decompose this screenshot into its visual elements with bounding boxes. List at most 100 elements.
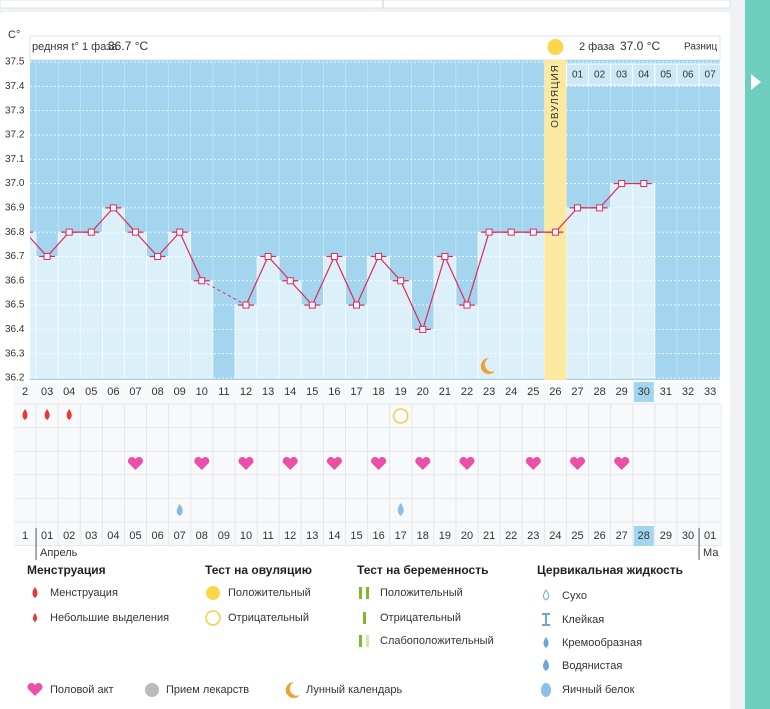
next-arrow[interactable]	[751, 74, 761, 90]
menstruation	[44, 409, 50, 420]
legend-item: Положительный	[228, 587, 311, 599]
date-label: 19	[439, 530, 451, 542]
icon	[359, 587, 362, 599]
day-label: 33	[704, 386, 716, 398]
phase2-day: 06	[682, 70, 694, 81]
point	[441, 252, 449, 260]
y-tick-label: 37.0	[5, 178, 25, 189]
point	[198, 277, 206, 285]
y-tick-label: 36.8	[5, 227, 25, 238]
date-label: 29	[660, 530, 672, 542]
day-label: 2	[22, 386, 28, 398]
intercourse	[194, 456, 210, 470]
header-row	[29, 35, 721, 61]
date-label: 01	[41, 530, 53, 542]
y-tick-label: 36.6	[5, 275, 25, 286]
date-label: 03	[85, 530, 97, 542]
point	[65, 228, 73, 236]
icon	[33, 613, 37, 622]
date-label: 12	[284, 530, 296, 542]
y-tick-label: 37.4	[5, 81, 25, 92]
day-label: 04	[63, 386, 75, 398]
date-label: 24	[549, 530, 561, 542]
phase2-day: 05	[660, 70, 672, 81]
point	[485, 228, 493, 236]
legend-item: Небольшие выделения	[50, 612, 169, 624]
day-label: 32	[682, 386, 694, 398]
difference-label: Разниц	[684, 42, 717, 53]
menstruation	[66, 409, 72, 420]
intercourse	[525, 456, 541, 470]
y-tick-label: 37.5	[5, 57, 25, 68]
point	[419, 325, 427, 333]
date-label: 20	[461, 530, 473, 542]
icon	[32, 587, 38, 598]
point	[574, 204, 581, 212]
legend-title: Тест на овуляцию	[205, 563, 312, 577]
point	[640, 180, 648, 188]
legend-item: Сухо	[562, 590, 587, 602]
side-strip[interactable]	[745, 0, 770, 709]
point	[375, 252, 383, 260]
y-tick-label: 36.7	[5, 251, 25, 262]
intercourse	[127, 456, 144, 470]
point	[242, 301, 250, 309]
point	[618, 180, 626, 188]
point	[463, 301, 471, 309]
legend-item: Отрицательный	[228, 612, 309, 624]
icon	[366, 635, 369, 647]
bar	[234, 304, 258, 379]
point	[507, 228, 515, 236]
marker-grid-lines	[14, 403, 722, 547]
point	[551, 228, 559, 236]
icon	[27, 682, 43, 696]
legend-title: Цервикальная жидкость	[537, 563, 683, 577]
date-label: 06	[151, 530, 163, 542]
day-label: 06	[107, 386, 119, 398]
intercourse	[459, 456, 475, 470]
date-label: 30	[682, 530, 694, 542]
phase2-cell	[698, 63, 720, 86]
date-label: 08	[196, 530, 208, 542]
point	[132, 228, 139, 236]
legend-title: Менструация	[27, 563, 106, 577]
month-label: Апрель	[40, 547, 78, 559]
day-label: 08	[151, 386, 163, 398]
bar	[300, 304, 324, 379]
legend-item: Яичный белок	[562, 684, 635, 696]
intercourse	[238, 456, 254, 470]
bar	[146, 256, 169, 379]
date-label: 04	[107, 530, 119, 542]
day-label: 31	[660, 386, 672, 398]
legend-item: Половой акт	[50, 684, 114, 696]
legend-item: Отрицательный	[380, 612, 461, 624]
day-label: 26	[549, 386, 561, 398]
day-label: 20	[417, 386, 429, 398]
legend-item: Кремообразная	[562, 637, 642, 649]
today-box	[633, 526, 654, 546]
bar	[566, 207, 589, 379]
bar	[57, 231, 81, 379]
day-label: 18	[372, 386, 384, 398]
ovulation-label: ОВУЛЯЦИЯ	[550, 64, 561, 128]
date-label: 05	[129, 530, 141, 542]
phase1-label: редняя t° 1 фаза	[32, 41, 118, 53]
date-label: 15	[350, 530, 362, 542]
day-label: 09	[174, 386, 186, 398]
day-label: 15	[306, 386, 318, 398]
phase2-day: 04	[638, 70, 650, 81]
month-label: Ма	[703, 547, 719, 559]
phase2-day: 07	[705, 70, 717, 81]
bar	[455, 304, 479, 379]
day-label: 21	[439, 386, 451, 398]
day-label: 27	[571, 386, 583, 398]
day-label: 19	[395, 386, 407, 398]
phase1-value: 36.7 °C	[108, 39, 148, 53]
day-label: 03	[41, 386, 53, 398]
bar	[102, 207, 125, 379]
date-label: 01	[704, 530, 716, 542]
bar	[588, 207, 611, 379]
point	[397, 277, 405, 285]
day-label: 10	[196, 386, 208, 398]
date-label: 17	[395, 530, 407, 542]
